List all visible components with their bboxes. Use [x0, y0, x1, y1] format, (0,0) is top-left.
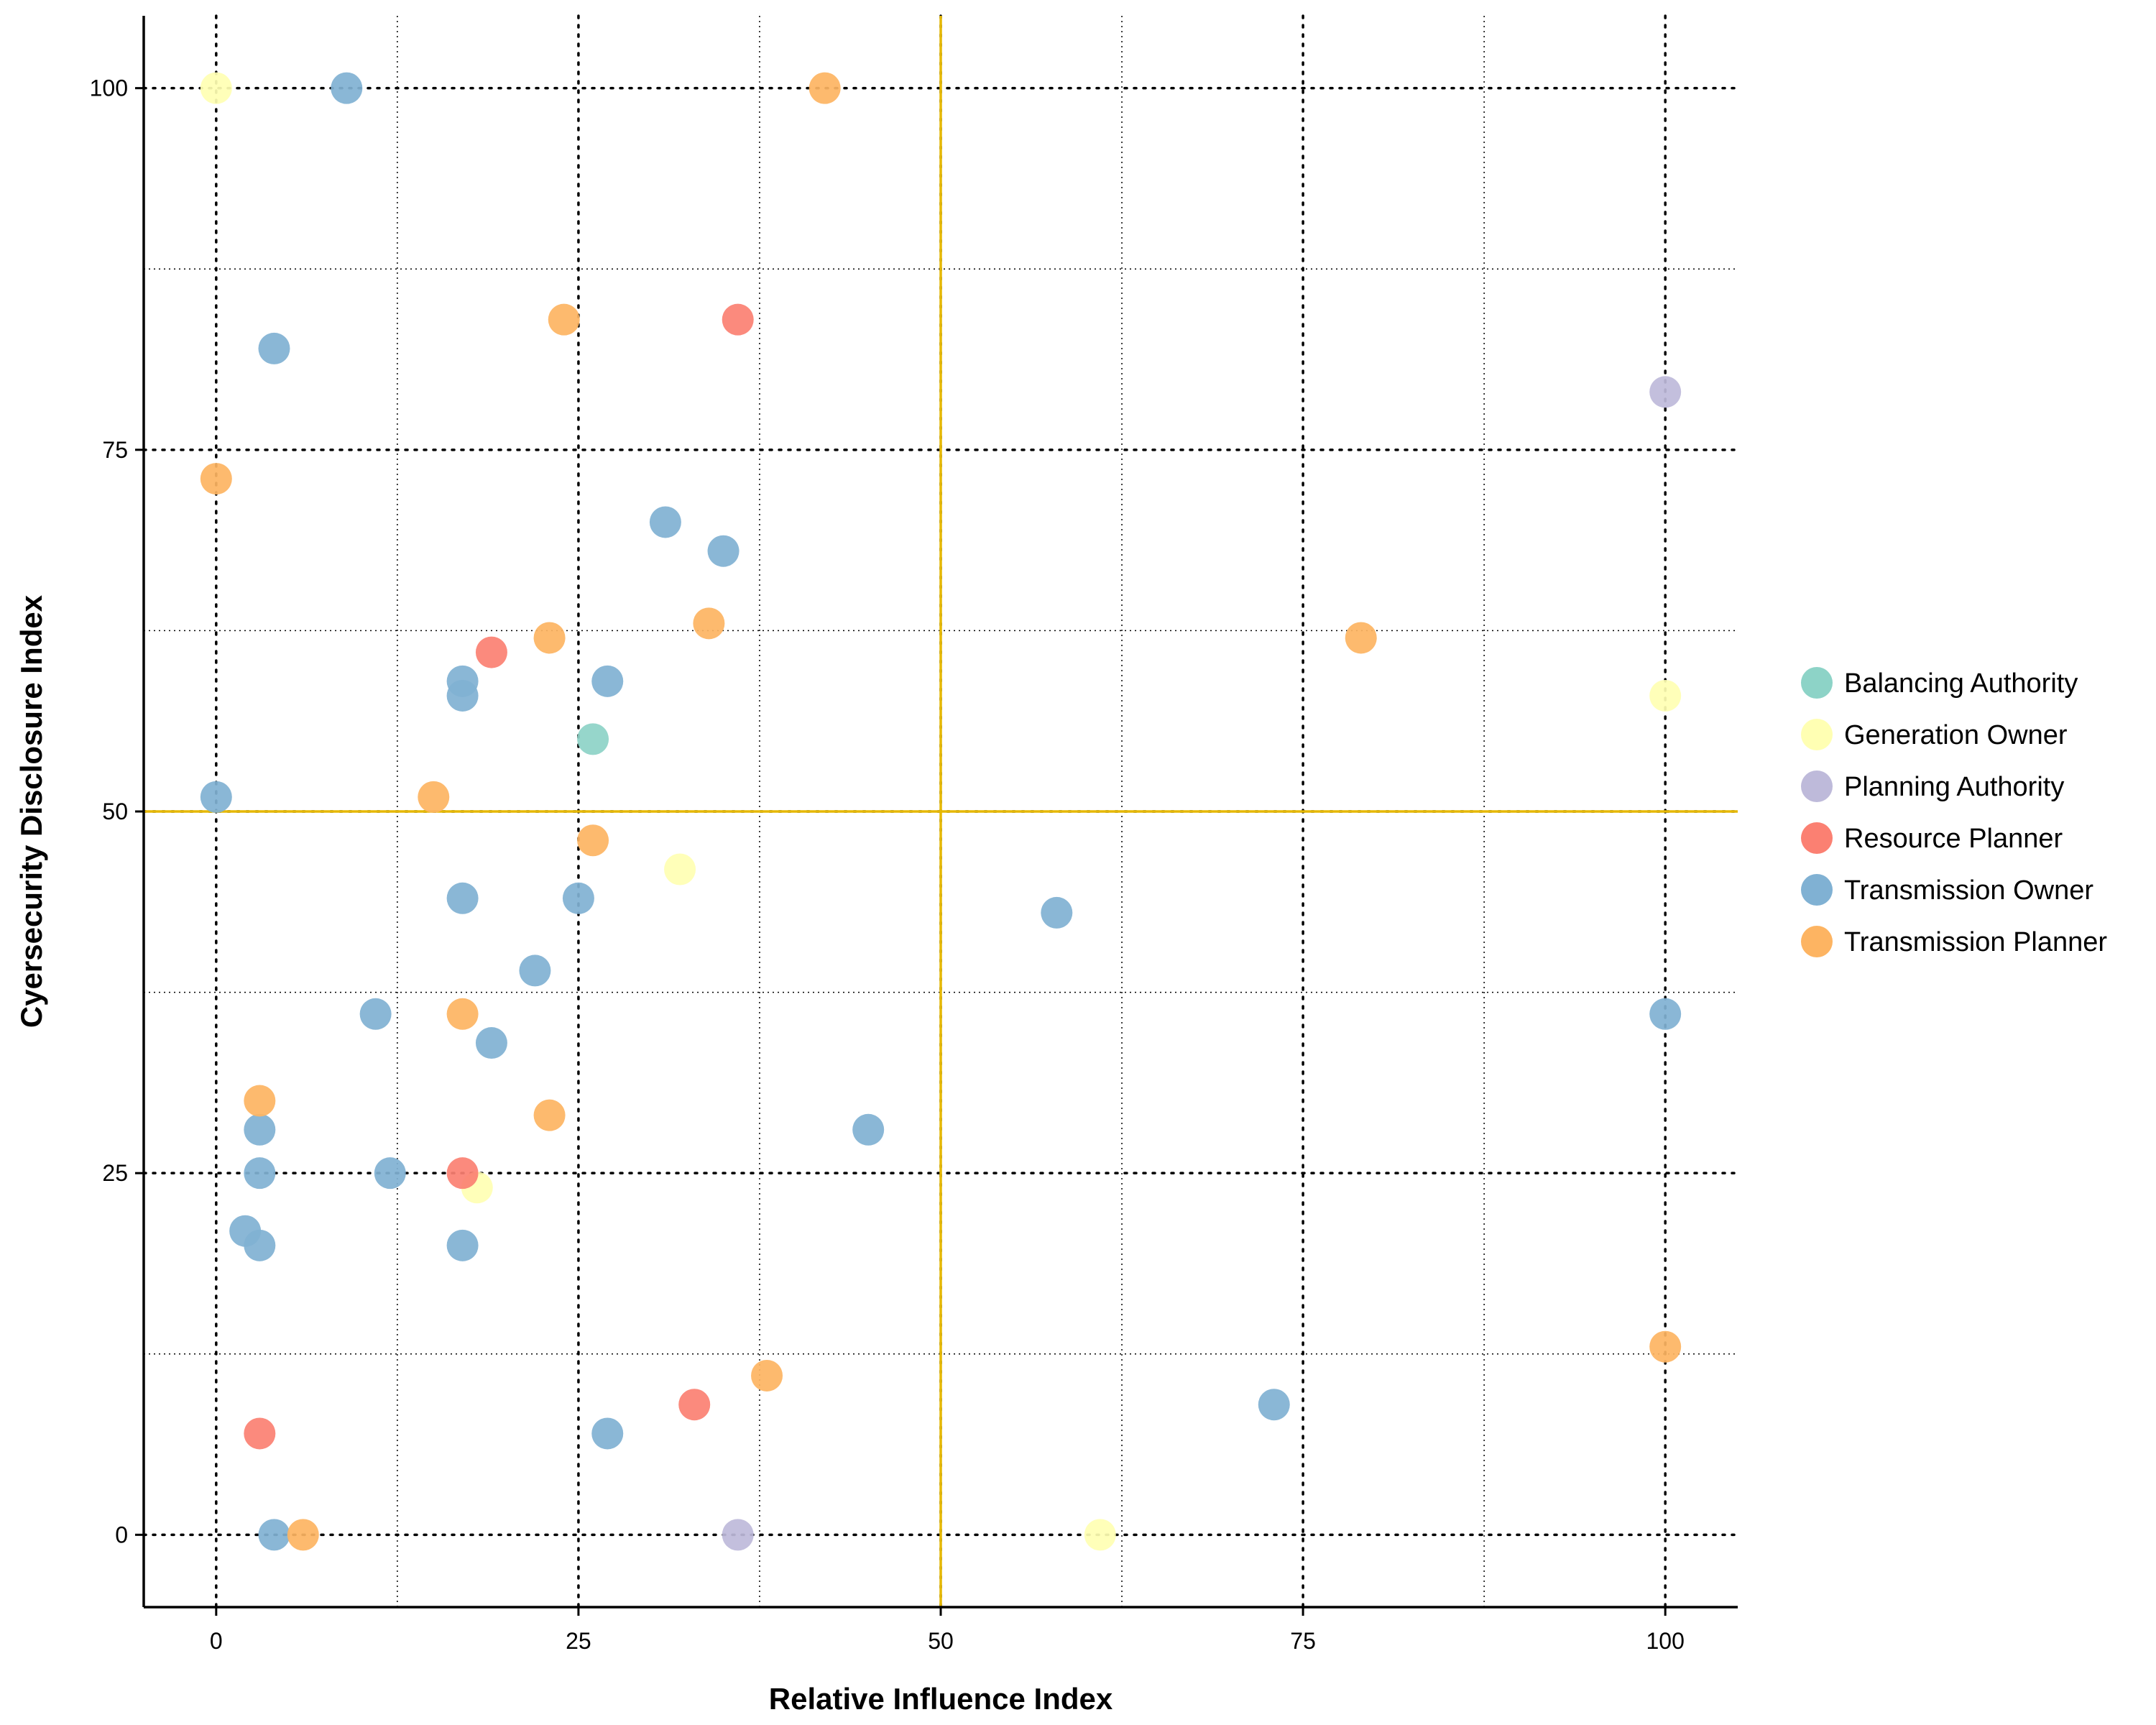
point-transmission-planner [1649, 1330, 1682, 1363]
point-transmission-owner [200, 781, 232, 813]
point-generation-owner [1649, 679, 1682, 712]
x-tick-label: 100 [1646, 1628, 1684, 1654]
point-transmission-owner [1258, 1389, 1290, 1421]
legend-label: Balancing Authority [1844, 668, 2078, 699]
legend-swatch [1801, 822, 1833, 854]
point-transmission-owner [852, 1113, 885, 1146]
point-transmission-planner [533, 1099, 566, 1131]
point-generation-owner [1084, 1519, 1116, 1551]
point-transmission-owner [519, 954, 551, 987]
y-tick-label: 100 [90, 75, 128, 101]
point-transmission-planner [244, 1085, 276, 1117]
point-transmission-owner [374, 1157, 406, 1190]
point-transmission-owner [649, 506, 681, 538]
legend-swatch [1801, 926, 1833, 957]
point-transmission-owner [258, 332, 290, 364]
x-tick-label: 0 [210, 1628, 223, 1654]
point-transmission-owner [244, 1229, 276, 1261]
point-transmission-planner [200, 463, 232, 495]
point-transmission-planner [751, 1359, 783, 1392]
point-transmission-owner [475, 1027, 507, 1059]
point-resource-planner [722, 303, 754, 336]
point-transmission-owner [244, 1157, 276, 1190]
point-resource-planner [678, 1389, 711, 1421]
point-transmission-planner [446, 998, 479, 1030]
point-transmission-owner [562, 882, 594, 914]
point-transmission-owner [446, 882, 479, 914]
point-transmission-planner [693, 607, 725, 640]
y-tick-label: 25 [102, 1160, 128, 1186]
point-transmission-owner [359, 998, 392, 1030]
point-transmission-owner [591, 1417, 624, 1450]
point-generation-owner [664, 853, 696, 886]
point-transmission-planner [548, 303, 580, 336]
point-transmission-owner [1041, 896, 1073, 929]
point-transmission-owner [331, 72, 363, 104]
x-tick-label: 25 [566, 1628, 591, 1654]
x-tick-label: 50 [928, 1628, 954, 1654]
legend-swatch [1801, 770, 1833, 802]
point-planning-authority [722, 1519, 754, 1551]
point-resource-planner [244, 1417, 276, 1450]
reference-lines [144, 16, 1738, 1607]
legend-swatch [1801, 667, 1833, 699]
point-resource-planner [446, 1157, 479, 1190]
y-tick-label: 50 [102, 799, 128, 824]
x-axis-title: Relative Influence Index [769, 1682, 1113, 1716]
legend-swatch [1801, 874, 1833, 906]
point-transmission-owner [446, 1229, 479, 1261]
y-tick-label: 75 [102, 437, 128, 463]
point-transmission-planner [287, 1519, 319, 1551]
point-balancing-authority [577, 723, 609, 755]
point-transmission-planner [533, 622, 566, 654]
tick-labels: 0 25 50 75 100 0 25 50 75 100 [90, 75, 1685, 1654]
point-transmission-owner [244, 1113, 276, 1146]
legend-label: Planning Authority [1844, 772, 2064, 802]
legend: Balancing Authority Generation Owner Plann… [1801, 667, 2107, 957]
legend-label: Transmission Owner [1844, 875, 2093, 906]
point-resource-planner [475, 636, 507, 668]
point-transmission-planner [1345, 622, 1377, 654]
legend-label: Transmission Planner [1844, 927, 2107, 957]
legend-label: Resource Planner [1844, 824, 2063, 854]
point-transmission-planner [418, 781, 450, 813]
point-transmission-owner [446, 679, 479, 712]
point-generation-owner [200, 72, 232, 104]
point-transmission-planner [808, 72, 841, 104]
x-tick-label: 75 [1290, 1628, 1316, 1654]
legend-swatch [1801, 719, 1833, 750]
point-transmission-owner [591, 665, 624, 697]
legend-label: Generation Owner [1844, 720, 2068, 750]
data-points [200, 72, 1682, 1551]
y-tick-label: 0 [115, 1522, 128, 1547]
point-transmission-owner [707, 535, 740, 567]
point-planning-authority [1649, 376, 1682, 408]
y-axis-title: Cyersecurity Disclosure Index [14, 594, 48, 1028]
point-transmission-planner [577, 824, 609, 857]
point-transmission-owner [1649, 998, 1682, 1030]
point-transmission-owner [258, 1519, 290, 1551]
